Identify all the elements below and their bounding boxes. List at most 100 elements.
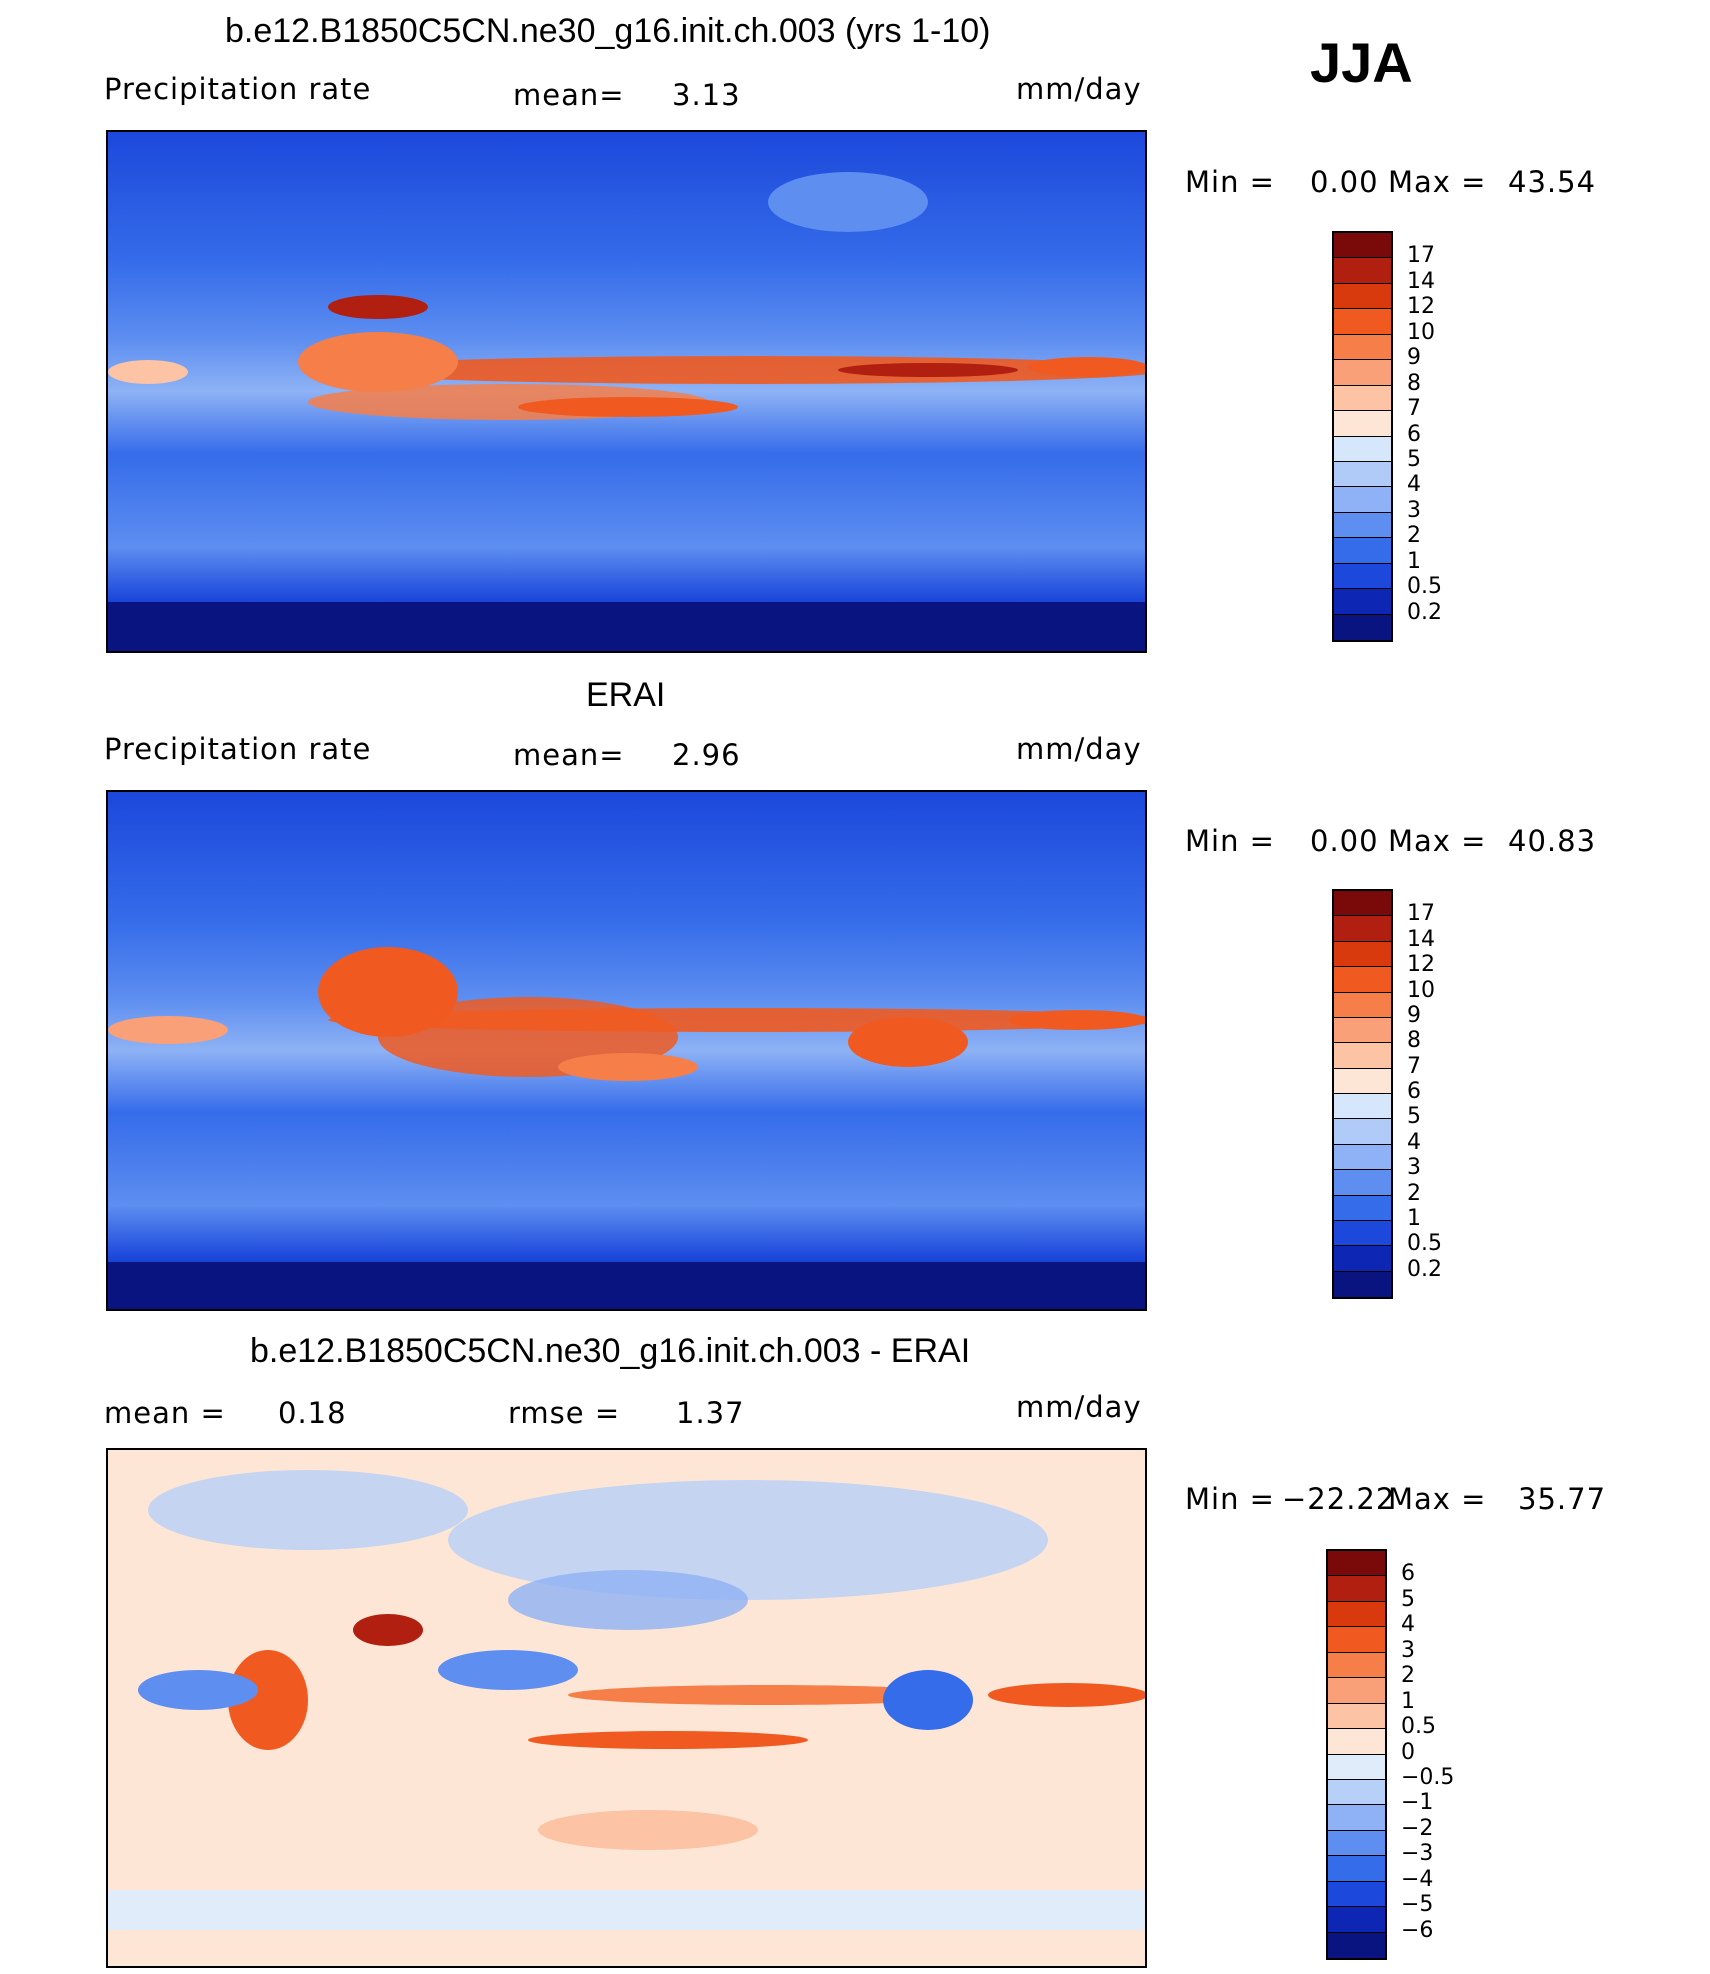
colorbar-tick-label: 1 [1407,548,1421,574]
colorbar-tick-label: 4 [1401,1612,1415,1638]
colorbar-tick-label: 5 [1407,446,1421,472]
colorbar-segment [1334,1246,1391,1272]
panel3-min-value: −22.22 [1282,1482,1396,1516]
colorbar-tick-label: 17 [1407,243,1435,269]
colorbar-tick-label: 4 [1407,472,1421,498]
panel2-mean-label: mean= [513,738,625,772]
colorbar-tick-label: 0.5 [1401,1714,1436,1740]
colorbar-segment [1334,1094,1391,1120]
colorbar-tick-label: 3 [1407,1155,1421,1181]
colorbar-tick-label: 3 [1401,1637,1415,1663]
colorbar-segment [1328,1754,1385,1780]
colorbar-tick-label: −6 [1401,1917,1434,1943]
colorbar-segment [1334,992,1391,1018]
colorbar-tick-label: 0.2 [1407,599,1442,625]
colorbar-tick-label: 14 [1407,268,1435,294]
colorbar-tick-label: 4 [1407,1129,1421,1155]
panel3-mean-value: 0.18 [278,1396,347,1430]
colorbar-tick-label: 12 [1407,294,1435,320]
panel3-max-label: Max = [1388,1482,1487,1516]
colorbar-segment [1328,1779,1385,1806]
colorbar-tick-label: 9 [1407,345,1421,371]
colorbar-tick-label: 6 [1407,421,1421,447]
panel2-title: ERAI [586,676,666,714]
colorbar-segment [1334,360,1391,386]
colorbar-tick-label: 10 [1407,319,1435,345]
colorbar-segment [1334,1170,1391,1196]
panel2-max-label: Max = [1388,824,1487,858]
colorbar-segment [1334,1043,1391,1069]
colorbar-tick-label: −0.5 [1401,1764,1455,1790]
panel2-colorbar [1332,889,1393,1299]
colorbar-segment [1334,967,1391,993]
panel3-min-label: Min = [1185,1482,1275,1516]
panel1-variable-label: Precipitation rate [104,72,372,106]
colorbar-segment [1334,283,1391,310]
panel1-max-value: 43.54 [1508,165,1597,199]
panel2-units: mm/day [1016,732,1142,766]
panel2-variable-label: Precipitation rate [104,732,372,766]
colorbar-tick-label: −3 [1401,1841,1434,1867]
colorbar-tick-label: 1 [1401,1688,1415,1714]
panel2-min-label: Min = [1185,824,1275,858]
colorbar-segment [1334,614,1391,640]
colorbar-tick-label: 2 [1401,1663,1415,1689]
colorbar-segment [1334,941,1391,968]
colorbar-tick-label: 8 [1407,1028,1421,1054]
colorbar-tick-label: 6 [1401,1561,1415,1587]
colorbar-segment [1334,563,1391,590]
colorbar-tick-label: 1 [1407,1205,1421,1231]
colorbar-tick-label: 5 [1407,1104,1421,1130]
colorbar-tick-label: 0 [1401,1739,1415,1765]
colorbar-tick-label: 8 [1407,370,1421,396]
colorbar-segment [1334,538,1391,564]
panel1-min-label: Min = [1185,165,1275,199]
colorbar-tick-label: 17 [1407,901,1435,927]
colorbar-tick-label: 6 [1407,1079,1421,1104]
colorbar-tick-label: 0.5 [1407,1231,1442,1257]
colorbar-segment [1334,309,1391,335]
colorbar-tick-label: −1 [1401,1790,1434,1816]
panel3-max-value: 35.77 [1518,1482,1607,1516]
colorbar-segment [1328,1678,1385,1704]
panel2-map [106,790,1147,1311]
colorbar-segment [1334,1068,1391,1094]
colorbar-segment [1334,1220,1391,1247]
colorbar-segment [1328,1856,1385,1882]
colorbar-segment [1334,1195,1391,1221]
panel3-mean-label: mean = [104,1396,226,1430]
panel1-colorbar [1332,231,1393,642]
colorbar-segment [1328,1627,1385,1653]
colorbar-tick-label: 10 [1407,977,1435,1003]
colorbar-segment [1334,334,1391,361]
panel3-title: b.e12.B1850C5CN.ne30_g16.init.ch.003 - E… [250,1332,971,1370]
colorbar-segment [1328,1830,1385,1857]
panel1-min-value: 0.00 [1310,165,1379,199]
colorbar-segment [1334,436,1391,462]
colorbar-segment [1334,891,1391,917]
panel2-max-value: 40.83 [1508,824,1597,858]
colorbar-segment [1328,1551,1385,1577]
colorbar-segment [1334,1271,1391,1297]
panel3-map-field [108,1450,1145,1966]
colorbar-segment [1334,461,1391,488]
colorbar-tick-label: −5 [1401,1892,1434,1918]
colorbar-segment [1328,1576,1385,1602]
colorbar-segment [1334,258,1391,284]
colorbar-tick-label: 0.2 [1407,1256,1442,1282]
panel3-rmse-value: 1.37 [676,1396,745,1430]
panel3-units: mm/day [1016,1390,1142,1424]
colorbar-segment [1328,1601,1385,1628]
colorbar-tick-label: 5 [1401,1586,1415,1612]
colorbar-segment [1328,1703,1385,1730]
colorbar-tick-label: 7 [1407,396,1421,422]
colorbar-tick-label: 7 [1407,1053,1421,1079]
colorbar-segment [1334,385,1391,412]
colorbar-segment [1328,1907,1385,1933]
colorbar-tick-label: −4 [1401,1866,1434,1892]
panel3-map [106,1448,1147,1968]
panel1-mean-label: mean= [513,78,625,112]
colorbar-segment [1328,1652,1385,1679]
panel1-map-field [108,132,1145,651]
colorbar-tick-label: 2 [1407,1180,1421,1206]
